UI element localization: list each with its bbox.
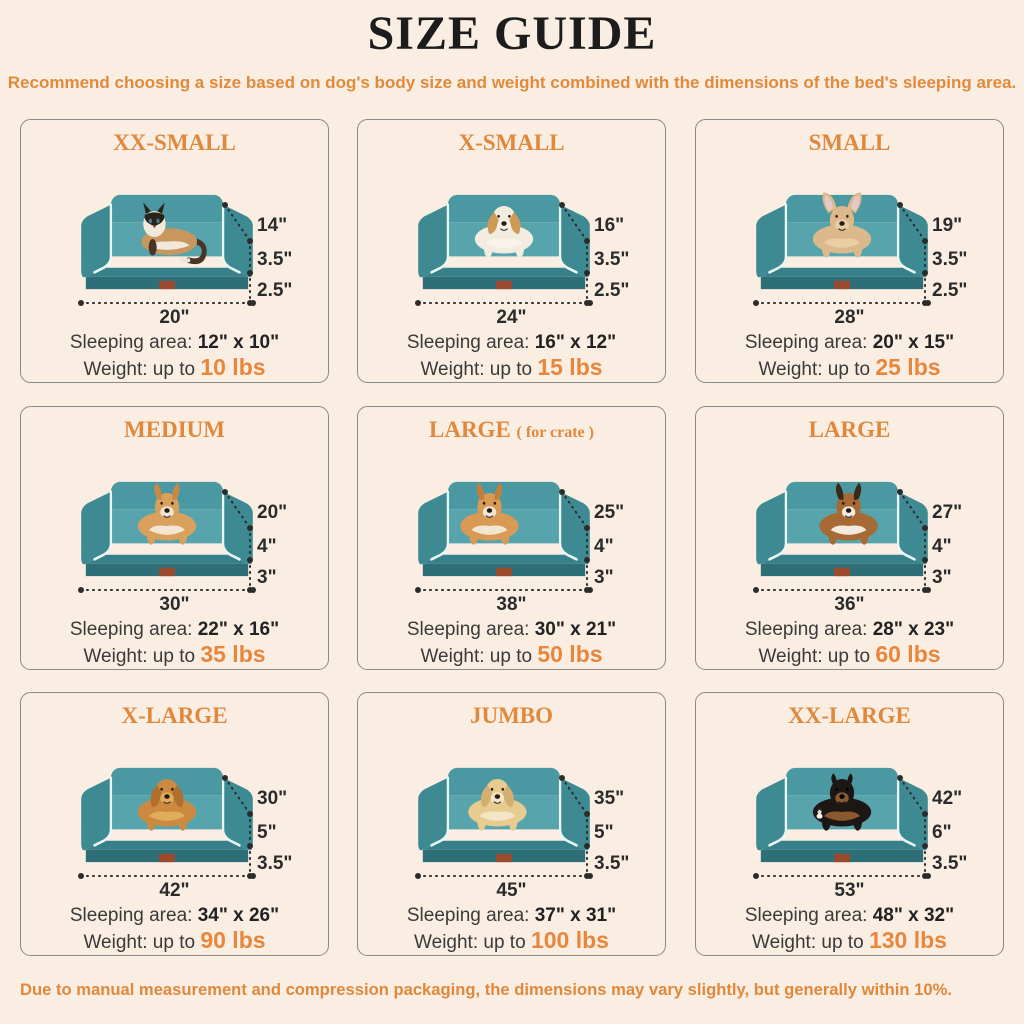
svg-text:36": 36"	[834, 594, 864, 615]
svg-text:3": 3"	[257, 567, 277, 588]
svg-text:3.5": 3.5"	[594, 853, 629, 874]
svg-text:16": 16"	[594, 215, 624, 236]
svg-text:30": 30"	[159, 594, 189, 615]
svg-text:Sleeping area: 48" x 32": Sleeping area: 48" x 32"	[745, 905, 954, 926]
svg-text:42": 42"	[159, 880, 189, 901]
svg-text:20": 20"	[159, 307, 189, 328]
svg-text:Sleeping area: 30" x 21": Sleeping area: 30" x 21"	[407, 619, 616, 640]
svg-text:Weight: up to 90 lbs: Weight: up to 90 lbs	[83, 927, 265, 953]
svg-text:20": 20"	[257, 502, 287, 523]
svg-text:Sleeping area: 16" x 12": Sleeping area: 16" x 12"	[407, 332, 616, 353]
svg-text:42": 42"	[932, 788, 962, 809]
svg-text:LARGE ( for crate ): LARGE ( for crate )	[429, 417, 594, 442]
svg-text:2.5": 2.5"	[594, 280, 629, 301]
svg-text:2.5": 2.5"	[932, 280, 967, 301]
svg-text:Weight: up to 60 lbs: Weight: up to 60 lbs	[758, 641, 940, 667]
svg-text:38": 38"	[496, 594, 526, 615]
svg-text:53": 53"	[834, 880, 864, 901]
svg-text:Sleeping area: 34" x 26": Sleeping area: 34" x 26"	[70, 905, 279, 926]
svg-text:14": 14"	[257, 215, 287, 236]
svg-text:Weight: up to 100 lbs: Weight: up to 100 lbs	[414, 927, 609, 953]
svg-text:Sleeping area: 28" x 23": Sleeping area: 28" x 23"	[745, 619, 954, 640]
svg-text:XX-LARGE: XX-LARGE	[788, 703, 911, 728]
svg-text:MEDIUM: MEDIUM	[124, 417, 225, 442]
svg-text:X-LARGE: X-LARGE	[121, 703, 227, 728]
svg-text:Sleeping area: 22" x 16": Sleeping area: 22" x 16"	[70, 619, 279, 640]
svg-text:Weight: up to 10 lbs: Weight: up to 10 lbs	[83, 354, 265, 380]
svg-text:3.5": 3.5"	[257, 249, 292, 270]
svg-text:24": 24"	[496, 307, 526, 328]
svg-text:5": 5"	[594, 822, 614, 843]
svg-text:27": 27"	[932, 502, 962, 523]
svg-text:30": 30"	[257, 788, 287, 809]
svg-text:Sleeping area: 20" x 15": Sleeping area: 20" x 15"	[745, 332, 954, 353]
svg-text:25": 25"	[594, 502, 624, 523]
svg-text:Weight: up to 25 lbs: Weight: up to 25 lbs	[758, 354, 940, 380]
svg-text:45": 45"	[496, 880, 526, 901]
svg-text:Weight: up to 15 lbs: Weight: up to 15 lbs	[420, 354, 602, 380]
svg-text:3": 3"	[594, 567, 614, 588]
svg-text:SMALL: SMALL	[809, 130, 891, 155]
svg-text:2.5": 2.5"	[257, 280, 292, 301]
svg-text:3.5": 3.5"	[932, 249, 967, 270]
svg-text:3.5": 3.5"	[932, 853, 967, 874]
svg-text:LARGE: LARGE	[809, 417, 891, 442]
svg-text:Weight: up to 35 lbs: Weight: up to 35 lbs	[83, 641, 265, 667]
svg-text:3.5": 3.5"	[257, 853, 292, 874]
svg-text:4": 4"	[594, 536, 614, 557]
svg-text:XX-SMALL: XX-SMALL	[113, 130, 236, 155]
svg-text:Weight: up to 50 lbs: Weight: up to 50 lbs	[420, 641, 602, 667]
svg-text:19": 19"	[932, 215, 962, 236]
svg-text:JUMBO: JUMBO	[470, 703, 553, 728]
svg-text:Sleeping area: 12" x 10": Sleeping area: 12" x 10"	[70, 332, 279, 353]
svg-text:3.5": 3.5"	[594, 249, 629, 270]
svg-text:X-SMALL: X-SMALL	[458, 130, 564, 155]
svg-text:Sleeping area: 37" x 31": Sleeping area: 37" x 31"	[407, 905, 616, 926]
svg-text:4": 4"	[932, 536, 952, 557]
svg-text:28": 28"	[834, 307, 864, 328]
svg-text:4": 4"	[257, 536, 277, 557]
svg-text:3": 3"	[932, 567, 952, 588]
svg-text:Weight: up to 130 lbs: Weight: up to 130 lbs	[752, 927, 947, 953]
svg-text:35": 35"	[594, 788, 624, 809]
svg-text:5": 5"	[257, 822, 277, 843]
svg-text:6": 6"	[932, 822, 952, 843]
